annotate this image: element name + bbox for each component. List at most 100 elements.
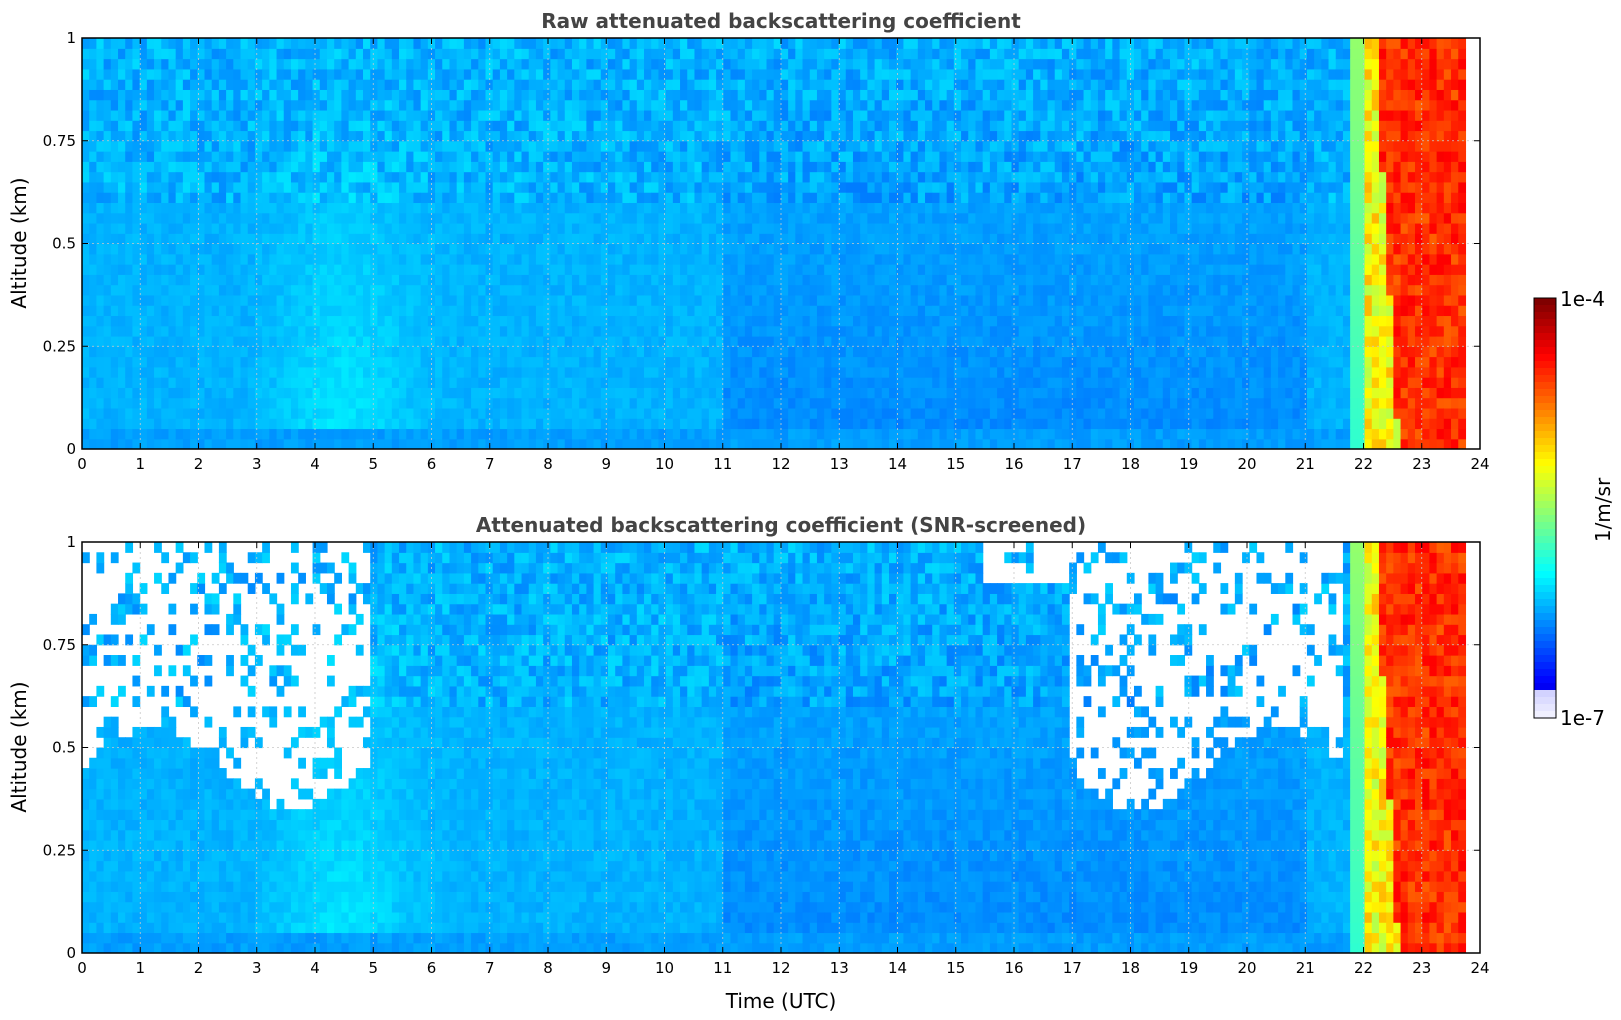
heatmap-cell [478,428,487,440]
heatmap-cell [889,120,897,132]
heatmap-cell [110,428,119,440]
heatmap-cell [953,89,962,101]
heatmap-cell [896,109,905,121]
heatmap-cell [881,305,890,317]
heatmap-cell [110,397,119,409]
heatmap-cell [103,438,112,449]
heatmap-cell [953,284,962,296]
heatmap-cell [384,181,393,193]
heatmap-cell [254,305,263,317]
heatmap-cell [326,387,335,399]
heatmap-cell [154,284,162,296]
heatmap-cell [874,222,883,234]
heatmap-cell [197,407,206,419]
heatmap-cell [571,346,580,358]
heatmap-cell [838,346,847,358]
heatmap-cell [665,151,674,162]
heatmap-cell [305,294,314,306]
heatmap-cell [103,171,112,183]
heatmap-cell [896,377,905,388]
heatmap-cell [168,130,177,142]
heatmap-cell [507,407,515,419]
heatmap-cell [535,99,544,111]
heatmap-cell [110,171,119,183]
heatmap-cell [348,387,357,399]
heatmap-cell [896,428,905,440]
heatmap-cell [535,366,544,378]
heatmap-cell [780,181,789,193]
heatmap-cell [478,356,487,368]
heatmap-cell [917,48,926,60]
heatmap-cell [247,397,256,409]
heatmap-cell [593,181,602,193]
heatmap-cell [802,58,811,70]
heatmap-cell [687,315,696,327]
heatmap-cell [752,264,760,275]
heatmap-cell [852,212,861,224]
heatmap-cell [82,428,90,440]
heatmap-cell [953,428,962,440]
heatmap-cell [334,428,342,440]
heatmap-cell [363,346,371,358]
heatmap-cell [384,161,393,173]
heatmap-cell [903,335,912,347]
heatmap-cell [103,151,112,162]
heatmap-cell [499,418,508,430]
heatmap-cell [420,294,429,306]
heatmap-cell [925,38,933,49]
heatmap-cell [586,151,595,162]
heatmap-cell [319,274,328,286]
heatmap-cell [867,222,876,234]
heatmap-cell [579,335,587,347]
heatmap-cell [615,202,624,214]
heatmap-cell [521,407,530,419]
heatmap-cell [89,192,98,204]
heatmap-cell [586,68,595,80]
heatmap-cell [82,99,90,111]
heatmap-cell [543,377,551,388]
heatmap-cell [190,366,198,378]
heatmap-cell [175,284,184,296]
heatmap-cell [384,109,393,121]
heatmap-cell [766,346,775,358]
heatmap-cell [514,397,523,409]
heatmap-cell [622,366,631,378]
heatmap-cell [103,130,112,142]
heatmap-cell [175,305,184,317]
heatmap-cell [975,284,984,296]
heatmap-cell [471,48,479,60]
heatmap-cell [658,120,667,132]
heatmap-cell [103,192,112,204]
heatmap-cell [348,120,357,132]
heatmap-cell [449,325,458,337]
heatmap-cell [290,377,299,388]
heatmap-cell [514,140,523,152]
heatmap-cell [708,366,717,378]
heatmap-cell [788,377,796,388]
heatmap-cell [103,264,112,275]
heatmap-cell [406,325,415,337]
heatmap-cell [370,99,379,111]
heatmap-cell [946,222,955,234]
heatmap-cell [759,233,768,245]
heatmap-cell [716,192,724,204]
heatmap-cell [118,264,126,275]
heatmap-cell [96,274,105,286]
heatmap-cell [82,79,90,90]
heatmap-cell [175,212,184,224]
heatmap-cell [435,284,443,296]
heatmap-cell [687,233,696,245]
heatmap-cell [579,274,587,286]
heatmap-cell [276,192,285,204]
heatmap-cell [262,305,270,317]
heatmap-cell [680,171,688,183]
heatmap-cell [593,315,602,327]
heatmap-cell [290,284,299,296]
heatmap-cell [752,68,760,80]
heatmap-cell [716,377,724,388]
heatmap-cell [319,202,328,214]
heatmap-cell [615,253,624,265]
heatmap-cell [579,38,587,49]
heatmap-cell [680,109,688,121]
heatmap-cell [917,356,926,368]
